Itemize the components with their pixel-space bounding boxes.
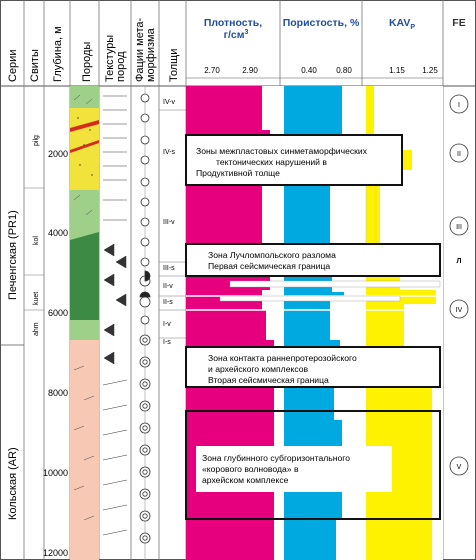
- fe-circle-1: [449, 94, 469, 114]
- zone-4-line3: архейском комплексе: [202, 475, 289, 485]
- zone-box-2: [185, 243, 441, 277]
- rock-dots: [77, 117, 93, 176]
- fe-label-4: Л: [457, 258, 462, 265]
- rock-dark-green: [70, 232, 99, 320]
- suite-kuet: kuet: [33, 292, 40, 305]
- strata-i-s: I-s: [163, 339, 171, 346]
- fe-column: I II III Л IV V: [449, 94, 469, 476]
- porosity-axis: 0.40 0.80: [280, 66, 362, 79]
- header-depth: Глубина, м: [52, 26, 64, 82]
- depth-scale: 2000 4000 6000 8000 10000 12000: [43, 149, 68, 558]
- strata-iv-v: IV-v: [163, 99, 176, 106]
- fe-circle-6: [449, 456, 469, 476]
- zone-box-1: [185, 134, 403, 186]
- white-streaks: [219, 280, 441, 302]
- depth-2000: 2000: [48, 149, 68, 159]
- header-facies: Фации мета- морфизма: [134, 15, 157, 82]
- rock-pink-archean: [70, 340, 99, 560]
- zone-box-3: [185, 346, 441, 388]
- fe-label-2: II: [457, 151, 461, 158]
- kav-tick-2: 1.25: [422, 66, 438, 75]
- zone-1-line2: тектонических нарушений в: [216, 157, 327, 167]
- strata-iv-s: IV-s: [163, 149, 176, 156]
- header-suites: Свиты: [29, 49, 41, 82]
- zone-3-line1: Зона контакта раннепротерозойского: [208, 353, 357, 363]
- fe-label-3: III: [456, 224, 462, 231]
- zone-2-line2: Первая сейсмическая граница: [208, 261, 330, 271]
- strata-column: IV-v IV-s III-v III-s II-v II-s I-v I-s: [159, 99, 186, 346]
- suite-boundaries: [24, 187, 44, 311]
- density-axis: 2.70 2.90: [186, 66, 280, 79]
- strata-iii-s: III-s: [163, 265, 175, 272]
- suite-ahm: ahm: [33, 322, 40, 336]
- rock-column: [70, 86, 99, 560]
- header-porosity: Пористость, %: [283, 17, 360, 29]
- fe-label-6: V: [457, 464, 462, 471]
- rock-hatching: [73, 94, 95, 521]
- depth-8000: 8000: [48, 388, 68, 398]
- header-fe: FE: [452, 17, 465, 29]
- depth-4000: 4000: [48, 228, 68, 238]
- strata-i-v: I-v: [163, 321, 171, 328]
- strata-ii-v: II-v: [163, 283, 173, 290]
- depth-6000: 6000: [48, 308, 68, 318]
- fe-circle-3: [449, 216, 469, 236]
- header-rocks: Породы: [81, 42, 93, 82]
- header-series: Серии: [7, 50, 19, 82]
- header-density: Плотность,: [204, 17, 262, 29]
- fe-label-5: IV: [456, 307, 463, 314]
- header-textures: Текстуры пород: [104, 32, 127, 82]
- zone-1-line1: Зоны межпластовых синметаморфических: [196, 146, 368, 156]
- suite-kol: kol: [33, 236, 40, 245]
- facies-double-circles: [139, 334, 151, 544]
- header-textures-line2: пород: [115, 51, 127, 82]
- strata-iii-v: III-v: [163, 219, 175, 226]
- header-strata: Толщи: [168, 49, 180, 82]
- suite-pilg: pilg: [33, 135, 40, 146]
- depth-10000: 10000: [43, 468, 68, 478]
- depth-12000: 12000: [43, 548, 68, 558]
- strata-ii-s: II-s: [163, 299, 173, 306]
- header-density-unit: г/см3: [224, 29, 249, 41]
- facies-column: [139, 86, 151, 560]
- rock-green-kol: [70, 190, 99, 240]
- zone-1-line3: Продуктивной толще: [196, 168, 280, 178]
- texture-column: [102, 95, 128, 536]
- zone-boxes: Зоны межпластовых синметаморфических тек…: [185, 134, 441, 520]
- rock-red-band-2: [70, 140, 99, 153]
- zone-4-line1: Зона глубинного субгоризонтального: [202, 453, 350, 463]
- header-textures-line1: Текстуры: [104, 35, 116, 82]
- rock-green-top: [70, 86, 99, 108]
- series-kola: Кольская (AR): [7, 447, 19, 520]
- rock-green-ahm: [70, 320, 99, 340]
- rock-red-band-1: [70, 120, 99, 132]
- density-tick-1: 2.70: [204, 66, 220, 75]
- zone-box-4-label-bg: [196, 446, 392, 492]
- kav-axis: 1.15 1.25: [362, 66, 443, 79]
- header-facies-line1: Фации мета-: [134, 18, 146, 82]
- porosity-fill: [284, 86, 356, 560]
- header-facies-line2: морфизма: [145, 27, 157, 82]
- porosity-tick-2: 0.80: [336, 66, 352, 75]
- zone-3-line3: Вторая сейсмическая граница: [208, 375, 329, 385]
- zone-3-line2: и архейского комплексов: [208, 364, 308, 374]
- fe-circle-2: [449, 143, 469, 163]
- density-fill: [186, 86, 274, 560]
- porosity-tick-1: 0.40: [301, 66, 317, 75]
- series-pechenga: Печенгская (PR1): [7, 210, 19, 300]
- fe-label-1: I: [458, 102, 460, 109]
- header-kav: KAVP: [389, 17, 415, 31]
- kav-fill: [366, 86, 440, 560]
- density-tick-2: 2.90: [242, 66, 258, 75]
- zone-2-line1: Зона Лучломпольского разлома: [208, 250, 336, 260]
- zone-4-line2: «корового волновода» в: [202, 464, 299, 474]
- zone-box-4-outer: [185, 410, 441, 520]
- kav-tick-1: 1.15: [389, 66, 405, 75]
- fe-circle-5: [449, 299, 469, 319]
